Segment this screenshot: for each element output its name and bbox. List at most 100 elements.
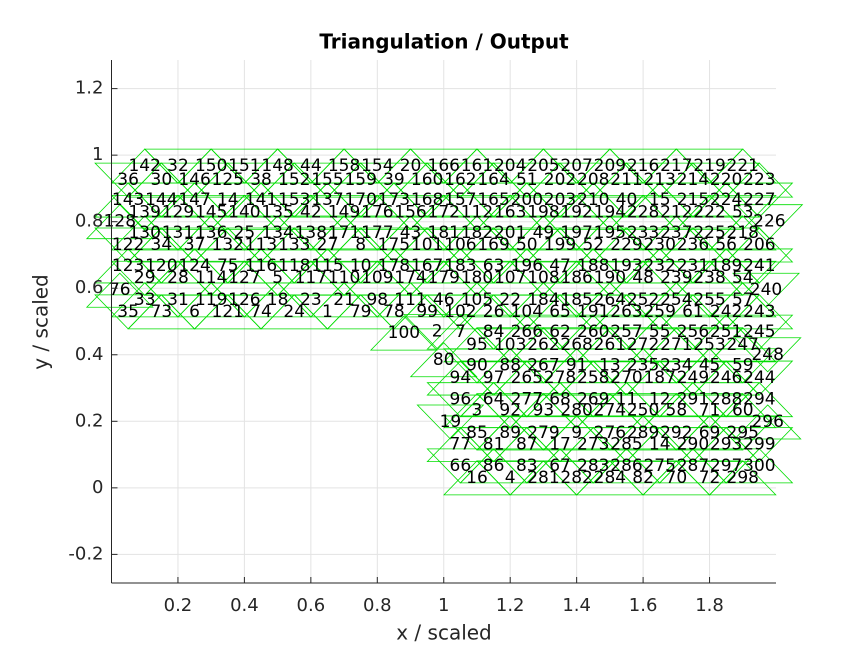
axes-layer: 0.2 0.4 0.6 0.8 1 1.2 1.4 1.6 1.8 -0.2 0 0.2 0.4 0.6 0… (68, 60, 776, 616)
triangle-label: 105 (461, 290, 493, 310)
triangle-label: 236 (677, 235, 709, 255)
triangle-label: 69 (699, 423, 721, 443)
triangle-label: 231 (677, 256, 709, 276)
triangle-label: 244 (743, 368, 775, 388)
triangle-label: 207 (560, 156, 592, 176)
triangle-label: 290 (677, 435, 709, 455)
grid-layer (111, 60, 776, 583)
triangle-label: 232 (643, 256, 675, 276)
triangle-label: 78 (383, 302, 405, 322)
triangle-label: 89 (499, 423, 521, 443)
triangle-label: 171 (328, 223, 360, 243)
triangle-label: 160 (411, 170, 443, 190)
triangle-label: 157 (444, 190, 476, 210)
triangle-label: 271 (660, 335, 692, 355)
triangle-label: 177 (361, 223, 393, 243)
triangle-label: 112 (461, 202, 493, 222)
triangle-label: 204 (494, 156, 526, 176)
triangle (85, 272, 154, 308)
triangle-label: 93 (533, 401, 555, 421)
triangle-label: 42 (300, 202, 322, 222)
triangle-label: 117 (295, 268, 327, 288)
triangle-label: 110 (328, 268, 360, 288)
triangle-label: 200 (511, 190, 543, 210)
triangle-label: 243 (743, 302, 775, 322)
triangle-label: 282 (560, 468, 592, 488)
y-tick-label: 0.6 (75, 277, 104, 298)
triangle-label: 73 (151, 302, 173, 322)
triangle-label: 52 (582, 235, 604, 255)
triangle-label: 297 (710, 456, 742, 476)
triangle-label: 26 (483, 302, 505, 322)
triangle-label: 203 (544, 190, 576, 210)
triangle-label: 270 (610, 368, 642, 388)
triangle (708, 460, 777, 496)
triangle-label: 17 (549, 435, 571, 455)
triangle-label: 219 (693, 156, 725, 176)
triangle-label: 281 (527, 468, 559, 488)
triangle-label: 40 (616, 190, 638, 210)
triangle-label: 95 (466, 335, 488, 355)
chart-title: Triangulation / Output (319, 30, 569, 54)
triangle-label: 39 (383, 170, 405, 190)
triangle-label: 190 (594, 268, 626, 288)
triangle-label: 206 (743, 235, 775, 255)
triangle-label: 74 (250, 302, 272, 322)
triangle-label: 62 (549, 322, 571, 342)
triangle-label: 18 (267, 290, 289, 310)
triangle-label: 113 (245, 235, 277, 255)
triangle-label: 58 (666, 401, 688, 421)
triangle-label: 260 (577, 322, 609, 342)
triangle-label: 295 (727, 423, 759, 443)
triangle-label: 300 (743, 456, 775, 476)
triangle-label: 235 (627, 356, 659, 376)
triangle-label: 59 (732, 356, 754, 376)
triangle-label: 233 (627, 223, 659, 243)
triangle-label: 25 (234, 223, 256, 243)
triangle-label: 139 (128, 202, 160, 222)
triangle-label: 130 (128, 223, 160, 243)
triangle (735, 204, 804, 240)
triangle-label: 226 (753, 212, 785, 232)
triangle-label: 165 (477, 190, 509, 210)
triangle-label: 102 (444, 302, 476, 322)
triangle-label: 174 (394, 268, 426, 288)
triangle-label: 90 (466, 356, 488, 376)
triangle-label: 254 (660, 290, 692, 310)
triangle-label: 149 (328, 202, 360, 222)
triangle-label: 55 (649, 322, 671, 342)
triangle-label: 32 (167, 156, 189, 176)
triangle-label: 124 (178, 256, 210, 276)
x-tick-label: 1.8 (695, 595, 724, 616)
triangle-label: 97 (483, 368, 505, 388)
y-axis-label: y / scaled (29, 274, 53, 370)
triangle (725, 427, 794, 463)
triangle (725, 382, 794, 418)
triangle-label: 279 (527, 423, 559, 443)
triangle-label: 19 (440, 412, 462, 432)
triangle-label: 49 (533, 223, 555, 243)
triangle-label: 15 (649, 190, 671, 210)
triangle-label: 195 (594, 223, 626, 243)
triangle-label: 163 (494, 202, 526, 222)
triangle-label: 187 (643, 368, 675, 388)
triangle-label: 83 (516, 456, 538, 476)
triangle-label: 221 (727, 156, 759, 176)
triangle-label: 84 (483, 322, 505, 342)
triangle-label: 142 (128, 156, 160, 176)
triangle (725, 314, 794, 350)
triangle-label: 56 (715, 235, 737, 255)
triangle-label: 153 (278, 190, 310, 210)
triangle-label: 285 (610, 435, 642, 455)
triangle-label: 68 (549, 390, 571, 410)
x-tick-label: 1.2 (496, 595, 525, 616)
triangle-label: 238 (693, 268, 725, 288)
triangle-label: 170 (344, 190, 376, 210)
triangle (409, 342, 478, 378)
triangle-label: 159 (344, 170, 376, 190)
triangle (708, 260, 777, 296)
triangle-label: 61 (682, 302, 704, 322)
triangle-label: 123 (112, 256, 144, 276)
triangle-label: 132 (212, 235, 244, 255)
